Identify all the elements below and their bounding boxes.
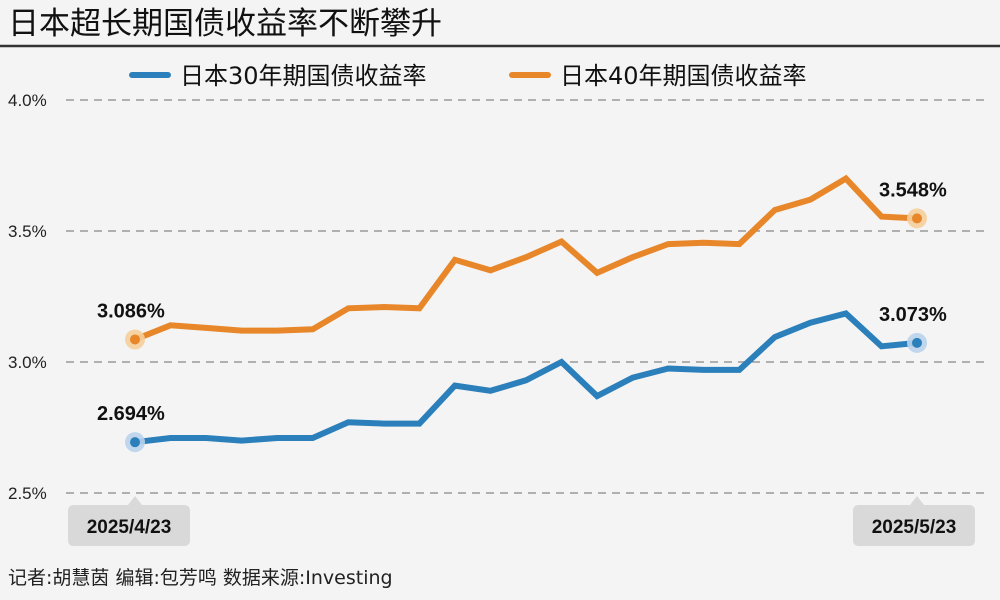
data-label-start: 3.086% <box>97 300 165 322</box>
series-line-30y <box>134 310 918 446</box>
endpoint-marker <box>912 337 922 348</box>
series-line-40y <box>133 174 918 343</box>
x-start-callout: 2025/4/23 <box>68 496 190 546</box>
endpoint-marker <box>130 437 140 448</box>
data-label-start: 2.694% <box>97 403 165 425</box>
chart-title: 日本超长期国债收益率不断攀升 <box>8 6 442 42</box>
date-box-start <box>68 496 190 546</box>
y-tick-label: 4.0% <box>8 91 47 110</box>
x-end-callout: 2025/5/23 <box>853 496 975 546</box>
legend-label-30y: 日本30年期国债收益率 <box>180 62 427 90</box>
endpoint-marker <box>912 213 922 224</box>
endpoint-marker <box>130 334 140 345</box>
y-tick-label: 2.5% <box>8 484 47 503</box>
x-start-label: 2025/4/23 <box>87 517 172 538</box>
grid: 2.5% 3.0% 3.5% 4.0% <box>8 91 985 503</box>
x-end-label: 2025/5/23 <box>872 517 957 538</box>
data-label-end: 3.073% <box>879 304 947 326</box>
legend-label-40y: 日本40年期国债收益率 <box>560 62 807 90</box>
series-group: 2.694% 3.073% 3.086% 3.548% <box>97 174 947 453</box>
data-label-end: 3.548% <box>879 179 947 201</box>
footer-credits: 记者:胡慧茵 编辑:包芳鸣 数据来源:Investing <box>8 567 393 589</box>
date-box-end <box>853 496 975 546</box>
legend: 日本30年期国债收益率 日本40年期国债收益率 <box>129 62 807 90</box>
y-tick-label: 3.5% <box>8 222 47 241</box>
y-tick-label: 3.0% <box>8 353 47 372</box>
